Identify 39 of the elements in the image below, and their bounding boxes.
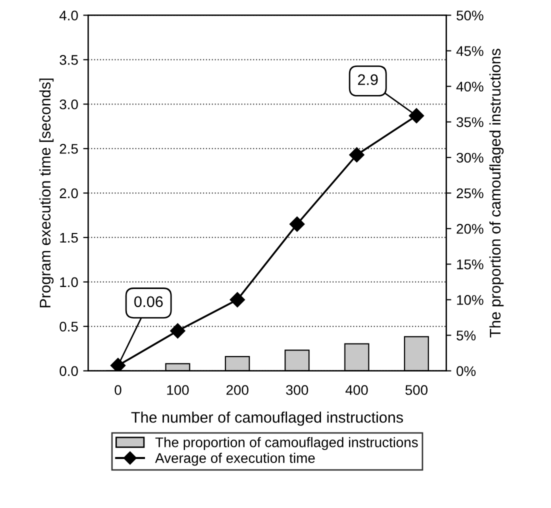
y2-tick-label: 5% (456, 330, 476, 340)
x-tick-label: 300 (286, 385, 308, 395)
y2-tick-label: 10% (457, 295, 484, 305)
y-tick-label: 1.0 (60, 277, 78, 288)
x-tick-label: 100 (167, 385, 189, 395)
point (408, 108, 424, 124)
y2-tick-label: 35% (456, 117, 484, 128)
point (290, 216, 305, 232)
x-axis-title: The number of camouflaged instructions (131, 412, 403, 426)
y2-tick-label: 30% (456, 152, 484, 163)
y2-tick-label: 45% (456, 46, 484, 56)
y-tick-label: 3.5 (60, 55, 78, 65)
y-tick-label: 1.5 (60, 232, 78, 243)
x-tick-label: 400 (346, 385, 368, 395)
y-tick-label: 2.5 (60, 144, 78, 154)
legend-label: Average of execution time (155, 452, 315, 466)
y-tick-label: 2.0 (60, 188, 78, 198)
y-tick-label: 0.5 (60, 322, 78, 332)
legend-label: The proportion of camouflaged instructions (155, 437, 418, 450)
y2-tick-label: 15% (457, 260, 484, 270)
x-tick-label: 200 (226, 385, 248, 395)
y2-tick-label: 40% (456, 82, 484, 92)
y2-axis-title: The proportion of camouflaged instructions (489, 48, 504, 338)
data-label: 0.06 (134, 296, 163, 308)
point (170, 323, 186, 338)
data-label: 2.9 (358, 74, 378, 86)
x-tick-label: 500 (405, 385, 428, 395)
y2-tick-label: 25% (456, 188, 484, 198)
y2-tick-label: 50% (456, 10, 484, 20)
y-tick-label: 3.0 (60, 99, 78, 110)
point (349, 147, 364, 162)
y-tick-label: 0.0 (60, 366, 78, 376)
x-tick-label: 0 (114, 385, 122, 395)
y2-tick-label: 0% (456, 366, 476, 376)
y-axis-title: Program execution time [seconds] (39, 78, 54, 308)
point (110, 358, 126, 371)
y-tick-label: 4.0 (59, 10, 78, 20)
point (230, 292, 245, 308)
y2-tick-label: 20% (456, 224, 484, 234)
